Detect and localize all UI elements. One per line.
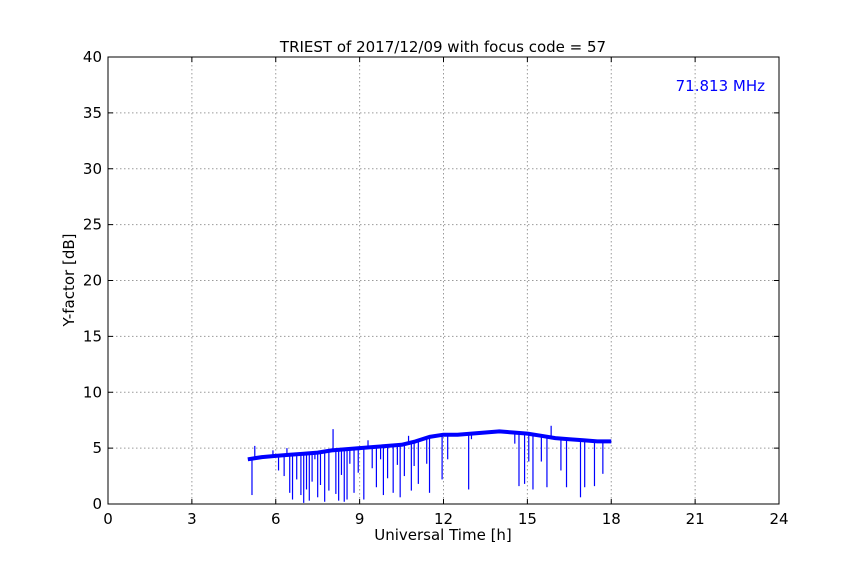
chart-title: TRIEST of 2017/12/09 with focus code = 5…	[279, 38, 606, 56]
y-tick-label: 35	[83, 104, 102, 122]
x-tick-label: 6	[271, 510, 281, 528]
ticks: 0 3 6 9 12 15 18 21 24 0 5 10 15 20 25 30 35 40	[83, 48, 789, 528]
y-tick-label: 20	[83, 272, 102, 290]
y-tick-label: 30	[83, 160, 102, 178]
x-tick-label: 12	[434, 510, 453, 528]
x-tick-label: 15	[518, 510, 537, 528]
y-tick-label: 5	[92, 439, 102, 457]
y-tick-label: 40	[83, 48, 102, 66]
x-tick-label: 18	[602, 510, 621, 528]
y-tick-label: 25	[83, 216, 102, 234]
y-tick-label: 0	[92, 495, 102, 513]
frequency-annotation: 71.813 MHz	[676, 77, 765, 95]
y-tick-label: 15	[83, 327, 102, 345]
y-tick-label: 10	[83, 383, 102, 401]
grid	[108, 57, 779, 504]
y-axis-label: Y-factor [dB]	[60, 233, 78, 327]
x-tick-label: 3	[187, 510, 197, 528]
series-group	[247, 425, 612, 503]
x-tick-label: 0	[103, 510, 113, 528]
x-tick-label: 24	[769, 510, 788, 528]
x-axis-label: Universal Time [h]	[374, 526, 512, 544]
x-tick-label: 9	[355, 510, 365, 528]
x-tick-label: 21	[686, 510, 705, 528]
